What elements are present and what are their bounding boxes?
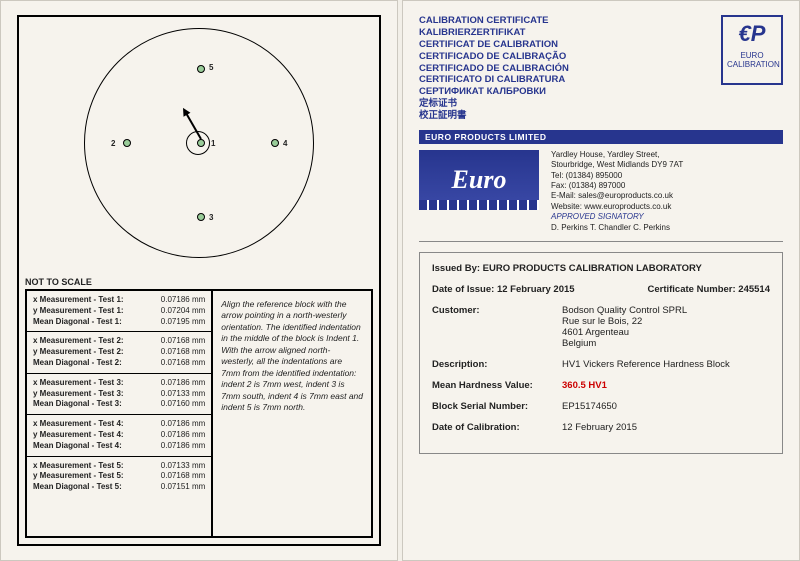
dot-label-1: 1 <box>211 139 215 148</box>
certificate-body: Issued By: EURO PRODUCTS CALIBRATION LAB… <box>419 252 783 454</box>
cal-date-field: Date of Calibration: 12 February 2015 <box>432 422 770 433</box>
indent-dot-4 <box>271 139 279 147</box>
description-field: Description: HV1 Vickers Reference Hardn… <box>432 359 770 370</box>
measurements-column: x Measurement - Test 1:0.07186 mm y Meas… <box>27 291 213 536</box>
measurement-block: x Measurement - Test 3:0.07186 mm y Meas… <box>27 374 211 415</box>
diagram-and-table-box: 1 2 3 4 5 NOT TO SCALE x Measurement - T… <box>17 15 381 546</box>
multilang-titles: CALIBRATION CERTIFICATE KALIBRIERZERTIFI… <box>419 15 569 122</box>
logo-text: €P <box>727 21 777 47</box>
company-bar: EURO PRODUCTS LIMITED <box>419 130 783 144</box>
indent-dot-5 <box>197 65 205 73</box>
not-to-scale-label: NOT TO SCALE <box>25 277 373 287</box>
certificate-header: CALIBRATION CERTIFICATE KALIBRIERZERTIFI… <box>419 15 783 122</box>
indent-dot-2 <box>123 139 131 147</box>
measurement-block: x Measurement - Test 4:0.07186 mm y Meas… <box>27 415 211 456</box>
indent-dot-1 <box>197 139 205 147</box>
company-section: Euro Yardley House, Yardley Street, Stou… <box>419 144 783 242</box>
measurements-grid: x Measurement - Test 1:0.07186 mm y Meas… <box>25 289 373 538</box>
indent-diagram: 1 2 3 4 5 <box>25 23 373 273</box>
dot-label-4: 4 <box>283 139 287 148</box>
serial-field: Block Serial Number: EP15174650 <box>432 401 770 412</box>
dot-label-2: 2 <box>111 139 115 148</box>
issued-by: Issued By: EURO PRODUCTS CALIBRATION LAB… <box>432 263 770 274</box>
company-address: Yardley House, Yardley Street, Stourbrid… <box>551 150 683 233</box>
dot-label-3: 3 <box>209 213 213 222</box>
orientation-note: Align the reference block with the arrow… <box>213 291 371 536</box>
euro-logo-block: Euro <box>419 150 539 210</box>
measurement-block: x Measurement - Test 2:0.07168 mm y Meas… <box>27 332 211 373</box>
mean-hardness-field: Mean Hardness Value: 360.5 HV1 <box>432 380 770 391</box>
measurement-block: x Measurement - Test 5:0.07133 mm y Meas… <box>27 457 211 497</box>
euro-calibration-logo: €P EURO CALIBRATION <box>721 15 783 85</box>
date-cert-row: Date of Issue: 12 February 2015 Certific… <box>432 284 770 295</box>
page-right: CALIBRATION CERTIFICATE KALIBRIERZERTIFI… <box>402 0 800 561</box>
measurement-block: x Measurement - Test 1:0.07186 mm y Meas… <box>27 291 211 332</box>
logo-subtext: EURO CALIBRATION <box>727 51 777 69</box>
calibration-certificate: 1 2 3 4 5 NOT TO SCALE x Measurement - T… <box>0 0 800 561</box>
dot-label-5: 5 <box>209 63 213 72</box>
indent-dot-3 <box>197 213 205 221</box>
customer-field: Customer: Bodson Quality Control SPRL Ru… <box>432 305 770 349</box>
page-left: 1 2 3 4 5 NOT TO SCALE x Measurement - T… <box>0 0 398 561</box>
